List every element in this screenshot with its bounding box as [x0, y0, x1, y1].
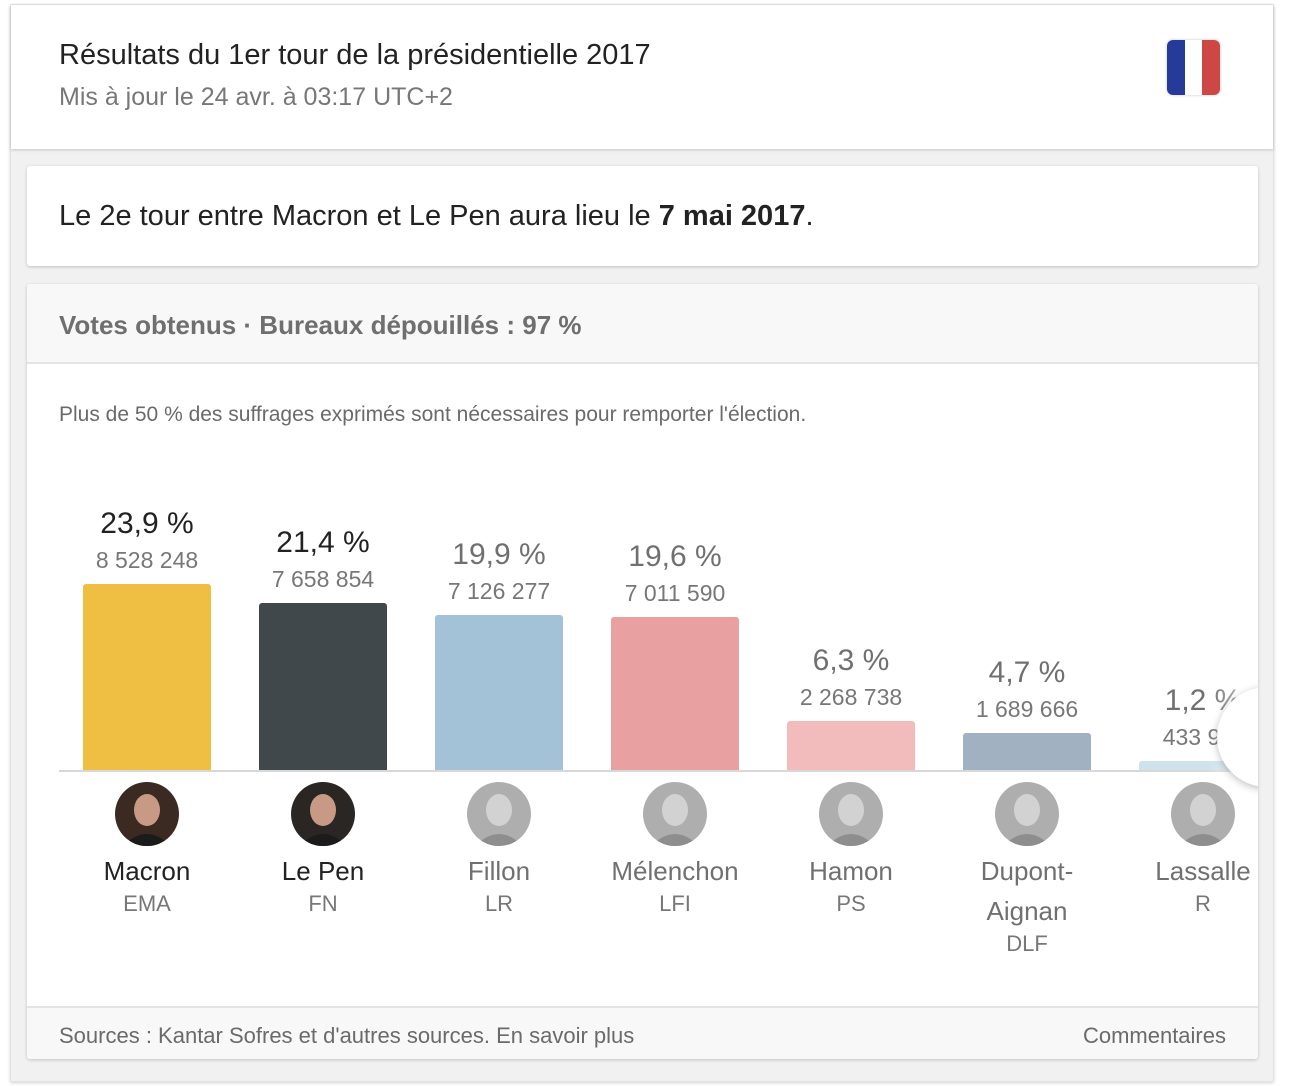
vote-bar [1139, 760, 1258, 770]
vote-percent-label: 6,3 % [812, 643, 890, 677]
vote-bar [611, 617, 739, 770]
vote-bar [435, 614, 563, 770]
candidate-column[interactable]: 1 689 666 4,7 % Dupont-Aignan DLF [939, 284, 1115, 974]
portrait-icon [819, 782, 883, 846]
candidate-avatar[interactable] [995, 782, 1059, 846]
last-updated: Mis à jour le 24 avr. à 03:17 UTC+2 [59, 83, 453, 111]
candidate-avatar[interactable] [643, 782, 707, 846]
candidate-name[interactable]: Hamon [809, 856, 893, 886]
candidate-column[interactable]: 2 268 738 6,3 % Hamon PS [763, 284, 939, 974]
feedback-link[interactable]: Commentaires [1082, 1023, 1226, 1048]
sources-link[interactable]: Sources : Kantar Sofres et d'autres sour… [59, 1023, 635, 1048]
vote-percent-label: 19,9 % [452, 537, 546, 571]
party-label: PS [836, 891, 866, 916]
candidate-avatar[interactable] [115, 782, 179, 846]
vote-bar [787, 720, 915, 770]
second-round-date: 7 mai 2017 [658, 200, 806, 232]
votes-footer: Sources : Kantar Sofres et d'autres sour… [27, 1006, 1258, 1059]
portrait-icon [1171, 782, 1235, 846]
portrait-icon [995, 782, 1059, 846]
vote-bar [963, 733, 1091, 770]
candidate-column[interactable]: 7 011 590 19,6 % Mélenchon LFI [587, 284, 763, 974]
candidate-name[interactable]: Lassalle [1155, 856, 1251, 886]
candidate-name[interactable]: Macron [103, 856, 191, 886]
candidate-avatar[interactable] [819, 782, 883, 846]
election-results-panel: Résultats du 1er tour de la présidentiel… [10, 4, 1274, 1082]
votes-header-title: Votes obtenus · Bureaux dépouillés : 97 … [59, 310, 582, 340]
party-label: LR [484, 891, 514, 916]
vote-bar [83, 583, 211, 770]
vote-count-label: 1 689 666 [975, 696, 1079, 723]
portrait-icon [291, 782, 355, 846]
vote-percent-label: 23,9 % [100, 506, 194, 540]
announcement-text: Le 2e tour entre Macron et Le Pen aura l… [59, 200, 814, 233]
candidate-avatar[interactable] [467, 782, 531, 846]
chart-baseline [59, 770, 1258, 772]
candidate-column[interactable]: 433 9… 1,2 % Lassalle R [1115, 284, 1258, 974]
party-label: LFI [659, 891, 691, 916]
vote-count-label: 7 011 590 [624, 580, 726, 607]
vote-bar [259, 603, 387, 770]
vote-count-label: 8 528 248 [95, 546, 199, 573]
portrait-icon [643, 782, 707, 846]
chevron-right-icon [1257, 723, 1258, 751]
results-bar-chart: 8 528 248 23,9 % Macron EMA 7 658 854 21,4 % L… [27, 284, 1258, 974]
france-flag-icon [1167, 40, 1220, 95]
vote-percent-label: 19,6 % [628, 540, 722, 574]
results-header: Résultats du 1er tour de la présidentiel… [11, 5, 1273, 149]
party-label: FN [308, 891, 338, 916]
votes-header: Votes obtenus · Bureaux dépouillés : 97 … [27, 284, 1258, 364]
vote-percent-label: 4,7 % [988, 656, 1066, 690]
announcement-prefix: Le 2e tour entre Macron et Le Pen aura l… [59, 200, 659, 232]
candidate-avatar[interactable] [1171, 782, 1235, 846]
portrait-icon [467, 782, 531, 846]
candidate-avatar[interactable] [291, 782, 355, 846]
candidate-column[interactable]: 8 528 248 23,9 % Macron EMA [59, 284, 235, 974]
vote-count-label: 7 126 277 [447, 577, 551, 604]
second-round-announcement: Le 2e tour entre Macron et Le Pen aura l… [27, 166, 1258, 266]
majority-note: Plus de 50 % des suffrages exprimés sont… [59, 403, 807, 426]
candidate-column[interactable]: 7 658 854 21,4 % Le Pen FN [235, 284, 411, 974]
announcement-suffix: . [805, 200, 814, 232]
candidate-name[interactable]: Fillon [467, 856, 531, 886]
candidate-name[interactable]: Mélenchon [611, 856, 739, 886]
party-label: R [1195, 891, 1211, 916]
votes-card: Votes obtenus · Bureaux dépouillés : 97 … [27, 284, 1258, 1059]
party-label: DLF [1006, 931, 1048, 956]
vote-count-label: 2 268 738 [799, 683, 903, 710]
portrait-icon [115, 782, 179, 846]
candidate-column[interactable]: 7 126 277 19,9 % Fillon LR [411, 284, 587, 974]
vote-count-label: 7 658 854 [271, 566, 375, 593]
party-label: EMA [123, 891, 171, 916]
vote-percent-label: 21,4 % [276, 526, 370, 560]
candidate-name[interactable]: Le Pen [281, 856, 365, 886]
candidate-name[interactable]: Dupont-Aignan [980, 856, 1074, 926]
page-title: Résultats du 1er tour de la présidentiel… [59, 39, 651, 71]
